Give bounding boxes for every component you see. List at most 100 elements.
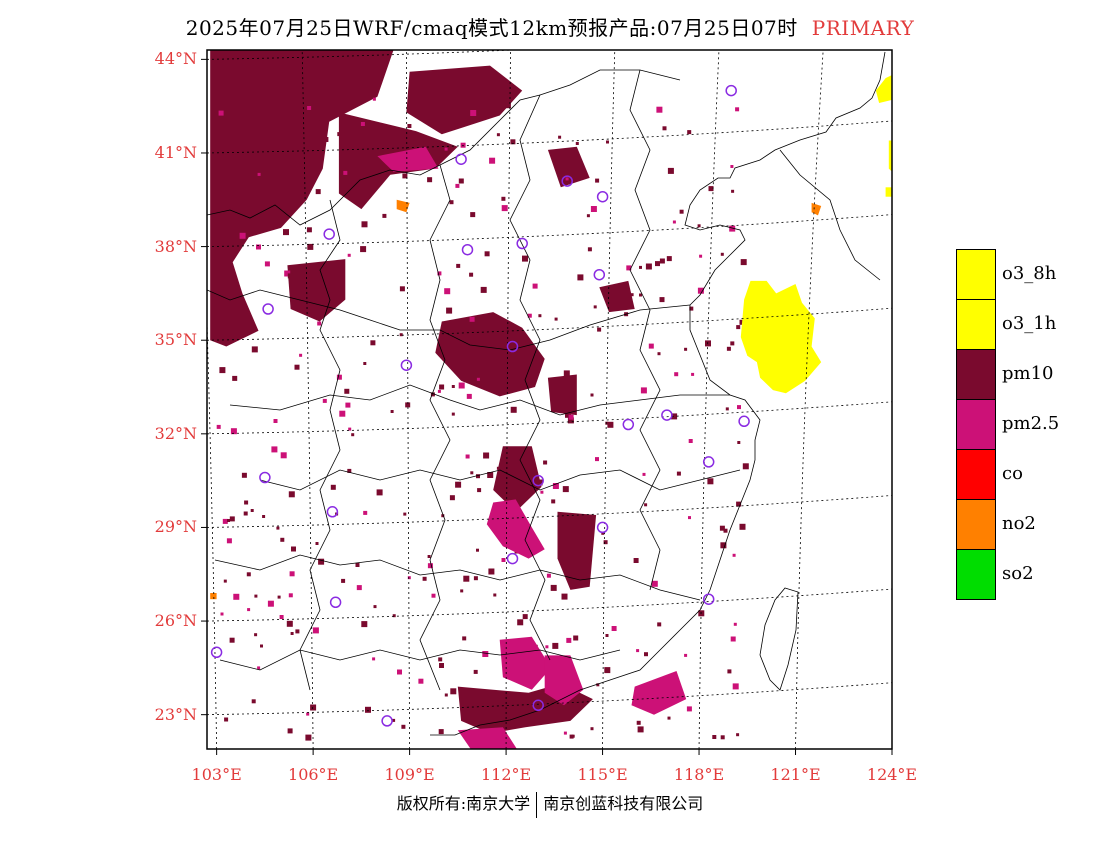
lat-tick-label: 44°N bbox=[154, 49, 197, 69]
pm10-region bbox=[210, 50, 394, 347]
pollutant-speck bbox=[460, 589, 464, 593]
pollutant-speck bbox=[232, 375, 238, 381]
pollutant-speck bbox=[277, 595, 281, 599]
pollutant-speck bbox=[246, 572, 251, 577]
pollutant-speck bbox=[554, 317, 558, 321]
pollutant-speck bbox=[339, 410, 346, 417]
pollutant-speck bbox=[626, 265, 632, 271]
pollutant-speck bbox=[527, 313, 532, 318]
lon-tick-label: 106°E bbox=[288, 765, 339, 784]
pollutant-speck bbox=[730, 341, 735, 346]
pollutant-speck bbox=[657, 622, 662, 627]
pollutant-speck bbox=[250, 509, 254, 512]
lon-tick-label: 124°E bbox=[866, 765, 918, 784]
station-marker bbox=[506, 552, 519, 565]
pollutant-speck bbox=[473, 669, 478, 674]
pollutant-speck bbox=[601, 531, 605, 535]
pollutant-speck bbox=[233, 593, 240, 600]
pollutant-speck bbox=[446, 307, 453, 314]
pollutant-speck bbox=[407, 124, 412, 128]
product-label: PRIMARY bbox=[811, 16, 915, 40]
pollutant-speck bbox=[360, 122, 365, 126]
taiwan-outline bbox=[759, 587, 799, 691]
pollutant-speck bbox=[586, 214, 590, 218]
pollutant-speck bbox=[707, 478, 714, 485]
pollutant-speck bbox=[460, 142, 466, 148]
pollutant-speck bbox=[456, 263, 461, 268]
station-marker bbox=[461, 243, 474, 256]
border-line bbox=[207, 69, 681, 226]
lat-tick-label: 32°N bbox=[154, 423, 197, 443]
station-marker bbox=[532, 474, 544, 487]
pollutant-speck bbox=[431, 593, 436, 598]
axis-ticks bbox=[201, 58, 893, 755]
pollutant-speck bbox=[399, 333, 403, 337]
station-marker bbox=[262, 303, 274, 315]
pollutant-speck bbox=[736, 325, 741, 330]
pollutant-speck bbox=[501, 196, 506, 201]
longitude-gridline bbox=[795, 50, 824, 749]
pollutant-speck bbox=[732, 553, 736, 557]
legend-label: pm10 bbox=[1002, 363, 1054, 384]
station-marker bbox=[326, 506, 339, 518]
pollutant-speck bbox=[463, 575, 470, 582]
pollutant-speck bbox=[676, 471, 681, 476]
pollutant-speck bbox=[496, 133, 500, 137]
pollutant-speck bbox=[243, 511, 248, 516]
lon-tick-label: 112°E bbox=[480, 765, 532, 784]
pollutant-speck bbox=[476, 548, 479, 552]
pollutant-speck bbox=[736, 733, 740, 737]
pollutant-speck bbox=[224, 717, 229, 722]
pollutant-speck bbox=[257, 172, 261, 176]
pollutant-speck bbox=[636, 649, 640, 653]
border-line bbox=[259, 469, 741, 491]
pollutant-speck bbox=[439, 663, 444, 668]
pollutant-speck bbox=[363, 362, 367, 365]
pollutant-speck bbox=[605, 421, 609, 425]
pollutant-speck bbox=[640, 387, 647, 394]
title-text: 2025年07月25日WRF/cmaq模式12km预报产品:07月25日07时 bbox=[185, 16, 798, 40]
pollutant-speck bbox=[655, 261, 660, 267]
pollutant-speck bbox=[538, 314, 542, 318]
pollutant-speck bbox=[656, 106, 663, 113]
coastline bbox=[430, 51, 886, 736]
legend-label: pm2.5 bbox=[1002, 413, 1060, 434]
pollutant-speck bbox=[280, 195, 286, 202]
pollutant-speck bbox=[241, 472, 247, 478]
pollutant-speck bbox=[730, 165, 734, 168]
pollutant-speck bbox=[403, 512, 407, 516]
station-marker bbox=[516, 237, 528, 250]
pollutant-speck bbox=[355, 563, 360, 567]
pollutant-speck bbox=[372, 657, 376, 661]
pm10-region bbox=[547, 146, 590, 188]
pollutant-speck bbox=[552, 483, 559, 489]
lon-tick-label: 121°E bbox=[770, 765, 821, 784]
pollutant-speck bbox=[370, 340, 376, 346]
pollutant-speck bbox=[345, 402, 351, 408]
pollutant-speck bbox=[382, 213, 387, 218]
pollutant-speck bbox=[312, 627, 319, 634]
pollutant-speck bbox=[418, 678, 424, 684]
pollutant-speck bbox=[574, 547, 581, 554]
pollutant-speck bbox=[482, 651, 489, 657]
pollutant-speck bbox=[480, 286, 487, 293]
station-marker bbox=[738, 415, 750, 428]
pollutant-speck bbox=[228, 204, 233, 209]
lat-tick-label: 23°N bbox=[154, 704, 197, 724]
border-line bbox=[219, 649, 621, 671]
legend-swatch bbox=[956, 399, 996, 450]
pollutant-speck bbox=[451, 385, 455, 388]
pollutant-speck bbox=[305, 734, 312, 741]
pollutant-speck bbox=[280, 537, 285, 542]
pollutant-speck bbox=[697, 287, 704, 294]
pollutant-speck bbox=[488, 568, 495, 575]
pollutant-speck bbox=[529, 473, 534, 478]
pollutant-speck bbox=[563, 370, 570, 377]
pollutant-speck bbox=[264, 261, 270, 267]
pollutant-speck bbox=[712, 735, 717, 739]
pollutant-speck bbox=[730, 636, 736, 642]
pollutant-speck bbox=[667, 716, 671, 720]
latitude-gridline bbox=[207, 495, 892, 528]
pollutant-speck bbox=[267, 600, 274, 607]
pollutant-speck bbox=[720, 252, 724, 256]
